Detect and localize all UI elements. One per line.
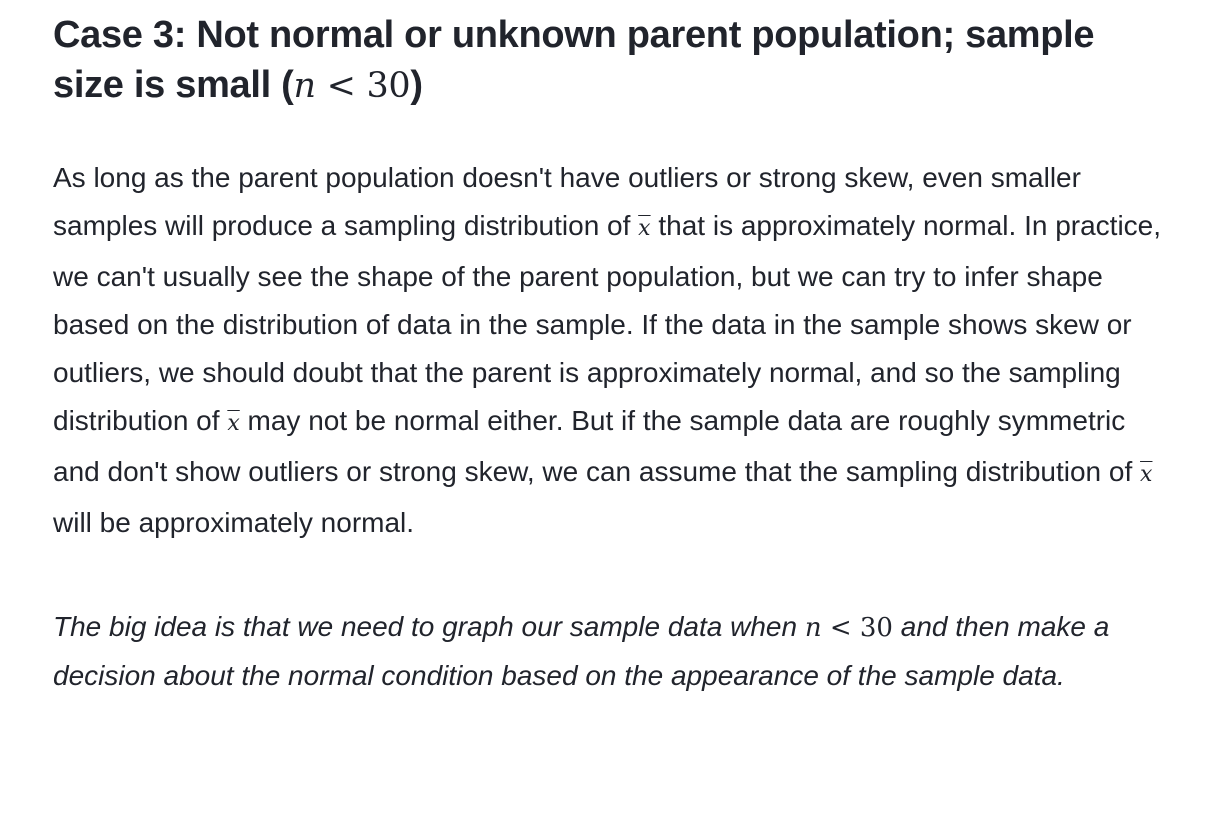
x-bar-symbol: x xyxy=(1140,462,1153,487)
x-bar-symbol: x xyxy=(638,216,651,241)
body-segment-1: As long as the parent population doesn't… xyxy=(53,162,1081,241)
big-idea-segment-1: The big idea is that we need to graph ou… xyxy=(53,611,805,642)
body-segment-2: that is approximately normal. In practic… xyxy=(53,210,1162,436)
body-segment-3: may not be normal either. But if the sam… xyxy=(53,405,1141,487)
heading-math-rest: < 30 xyxy=(315,66,411,106)
big-idea-math-rest: < 30 xyxy=(821,613,893,643)
article-content: Case 3: Not normal or unknown parent pop… xyxy=(53,10,1163,700)
big-idea-paragraph: The big idea is that we need to graph ou… xyxy=(53,603,1163,700)
heading-math-var: n xyxy=(293,66,317,106)
x-bar-symbol: x xyxy=(227,411,240,436)
big-idea-math-var: n xyxy=(804,613,822,643)
body-paragraph: As long as the parent population doesn't… xyxy=(53,154,1163,547)
big-idea-math-n-less-than-30: n < 30 xyxy=(805,613,893,643)
section-heading: Case 3: Not normal or unknown parent pop… xyxy=(53,10,1163,111)
heading-math-n-less-than-30: n < 30 xyxy=(294,66,411,106)
heading-close-paren: ) xyxy=(410,64,423,106)
heading-text: Case 3: Not normal or unknown parent pop… xyxy=(53,14,1095,106)
body-segment-4: will be approximately normal. xyxy=(53,507,415,538)
big-idea-segment-2: and then make a decision about the norma… xyxy=(53,611,1110,691)
